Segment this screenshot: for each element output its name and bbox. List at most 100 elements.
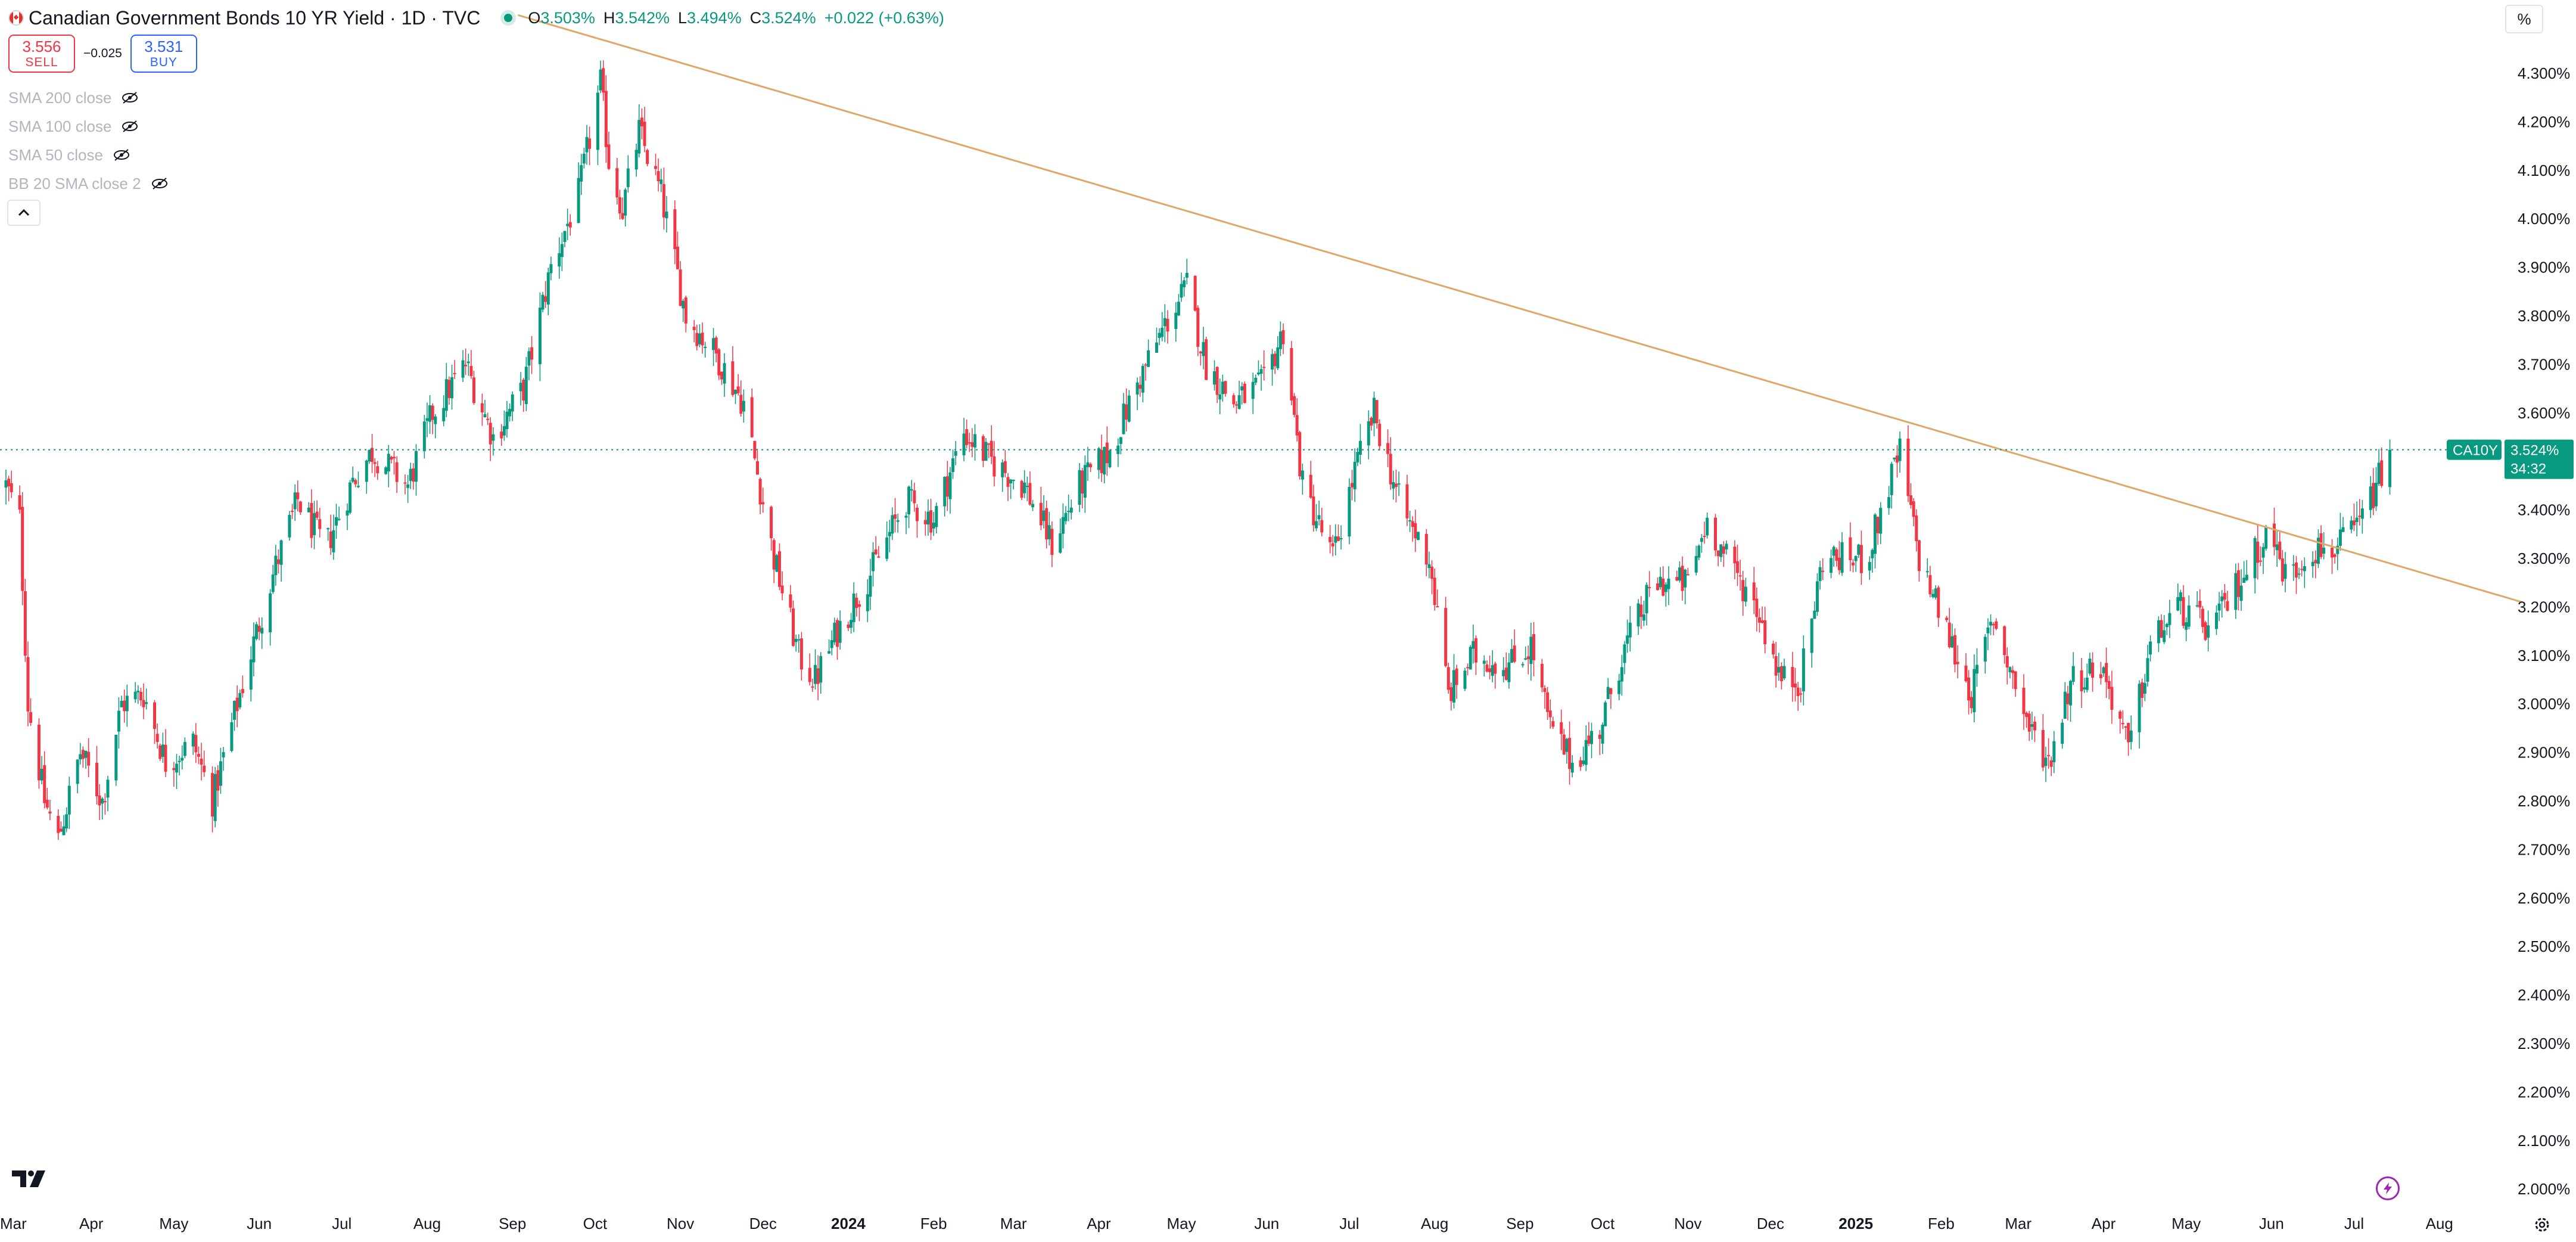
price-tick-label: 3.200% (2518, 598, 2570, 616)
candle (1560, 709, 1563, 750)
candle (621, 197, 624, 221)
candle (191, 731, 195, 755)
candle (249, 646, 253, 702)
candle (298, 501, 302, 516)
candle (181, 745, 184, 770)
price-tick-label: 2.300% (2518, 1035, 2570, 1052)
candle (1067, 494, 1071, 521)
eye-crossed-icon[interactable] (121, 120, 139, 133)
candle (2124, 725, 2127, 740)
ohlc-low-value: 3.494% (687, 8, 742, 27)
eye-crossed-icon[interactable] (113, 148, 130, 162)
candle (736, 374, 740, 396)
candle (1050, 521, 1054, 567)
candle (1799, 687, 1803, 703)
scale-mode-button[interactable]: % (2505, 5, 2543, 33)
ohlc-low: L3.494% (678, 9, 742, 27)
candle (970, 428, 974, 458)
candle (1059, 518, 1062, 554)
candle (2220, 590, 2224, 618)
candle (1893, 457, 1896, 462)
candle (1719, 544, 1723, 562)
candle (79, 743, 82, 765)
candle (761, 488, 765, 513)
candle (580, 154, 583, 195)
tradingview-logo-icon[interactable] (11, 1168, 52, 1190)
candle (819, 652, 823, 694)
collapse-legend-button[interactable] (7, 200, 41, 226)
candle (431, 403, 434, 434)
ohlc-high-value: 3.542% (615, 8, 670, 27)
candle (704, 341, 707, 358)
candle (1502, 657, 1505, 682)
candle (200, 743, 203, 781)
candle (1906, 425, 1910, 502)
candle (1298, 430, 1302, 480)
candle (2047, 738, 2051, 769)
candle (951, 449, 955, 479)
eye-crossed-icon[interactable] (151, 177, 169, 190)
candle (657, 159, 660, 192)
price-tick-label: 4.000% (2518, 210, 2570, 228)
candle (2341, 517, 2345, 532)
candle (1237, 380, 1241, 410)
candle (4, 470, 8, 505)
candle (472, 371, 476, 405)
gear-icon[interactable] (2533, 1216, 2551, 1234)
candle (1061, 503, 1065, 549)
symbol-title[interactable]: Canadian Government Bonds 10 YR Yield · … (29, 7, 481, 29)
candle (7, 476, 11, 502)
candle (2185, 617, 2188, 641)
eye-crossed-icon[interactable] (121, 91, 139, 104)
candle (332, 514, 335, 560)
candle (57, 809, 60, 840)
candle (1529, 622, 1533, 681)
candle (1196, 305, 1200, 356)
candle (1078, 463, 1081, 513)
candle (1733, 540, 1737, 580)
candle (1703, 521, 1706, 544)
candle (1389, 437, 1392, 490)
candle (1023, 470, 1026, 498)
candle (1565, 737, 1569, 764)
candle (1879, 502, 1883, 544)
candle (511, 391, 514, 421)
candle (238, 690, 242, 710)
time-axis[interactable]: Mar Apr May Jun Jul Aug Sep Oct Nov Dec 2024 Feb Mar… (0, 1215, 2453, 1232)
candle (990, 425, 993, 464)
candle (618, 190, 621, 220)
candle (29, 698, 33, 726)
candle (1320, 507, 1324, 537)
buy-button[interactable]: 3.531 BUY (130, 35, 197, 73)
time-tick-label: Mar (2005, 1215, 2031, 1232)
candle (230, 712, 234, 753)
candle (1314, 504, 1318, 532)
candle (599, 60, 602, 94)
candle (1232, 393, 1236, 408)
buy-price: 3.531 (144, 38, 183, 56)
candle (67, 777, 71, 829)
lightning-button[interactable] (2376, 1176, 2400, 1200)
last-price-tag: CA10Y 3.524% 34:32 (2447, 439, 2574, 479)
candle (1042, 495, 1046, 529)
candle (1180, 272, 1183, 302)
candle (2336, 537, 2339, 570)
candle (1081, 468, 1084, 508)
candle (1295, 398, 1299, 442)
candle (2214, 605, 2218, 635)
candle (241, 675, 244, 698)
candle (1986, 618, 1990, 650)
candle (1700, 533, 1703, 553)
candle (1626, 619, 1629, 653)
candle (376, 461, 379, 480)
indicator-sma-50[interactable]: SMA 50 close (8, 141, 169, 169)
candle (1141, 363, 1144, 403)
sell-button[interactable]: 3.556 SELL (8, 35, 75, 73)
indicator-bb-20[interactable]: BB 20 SMA close 2 (8, 169, 169, 198)
candle (1510, 639, 1514, 663)
price-axis[interactable]: 2.000% 2.100% 2.200% 2.300% 2.400% 2.500% 2.60… (2518, 64, 2570, 1198)
trendline[interactable] (518, 14, 2522, 603)
indicator-sma-200[interactable]: SMA 200 close (8, 83, 169, 112)
indicator-sma-100[interactable]: SMA 100 close (8, 112, 169, 141)
